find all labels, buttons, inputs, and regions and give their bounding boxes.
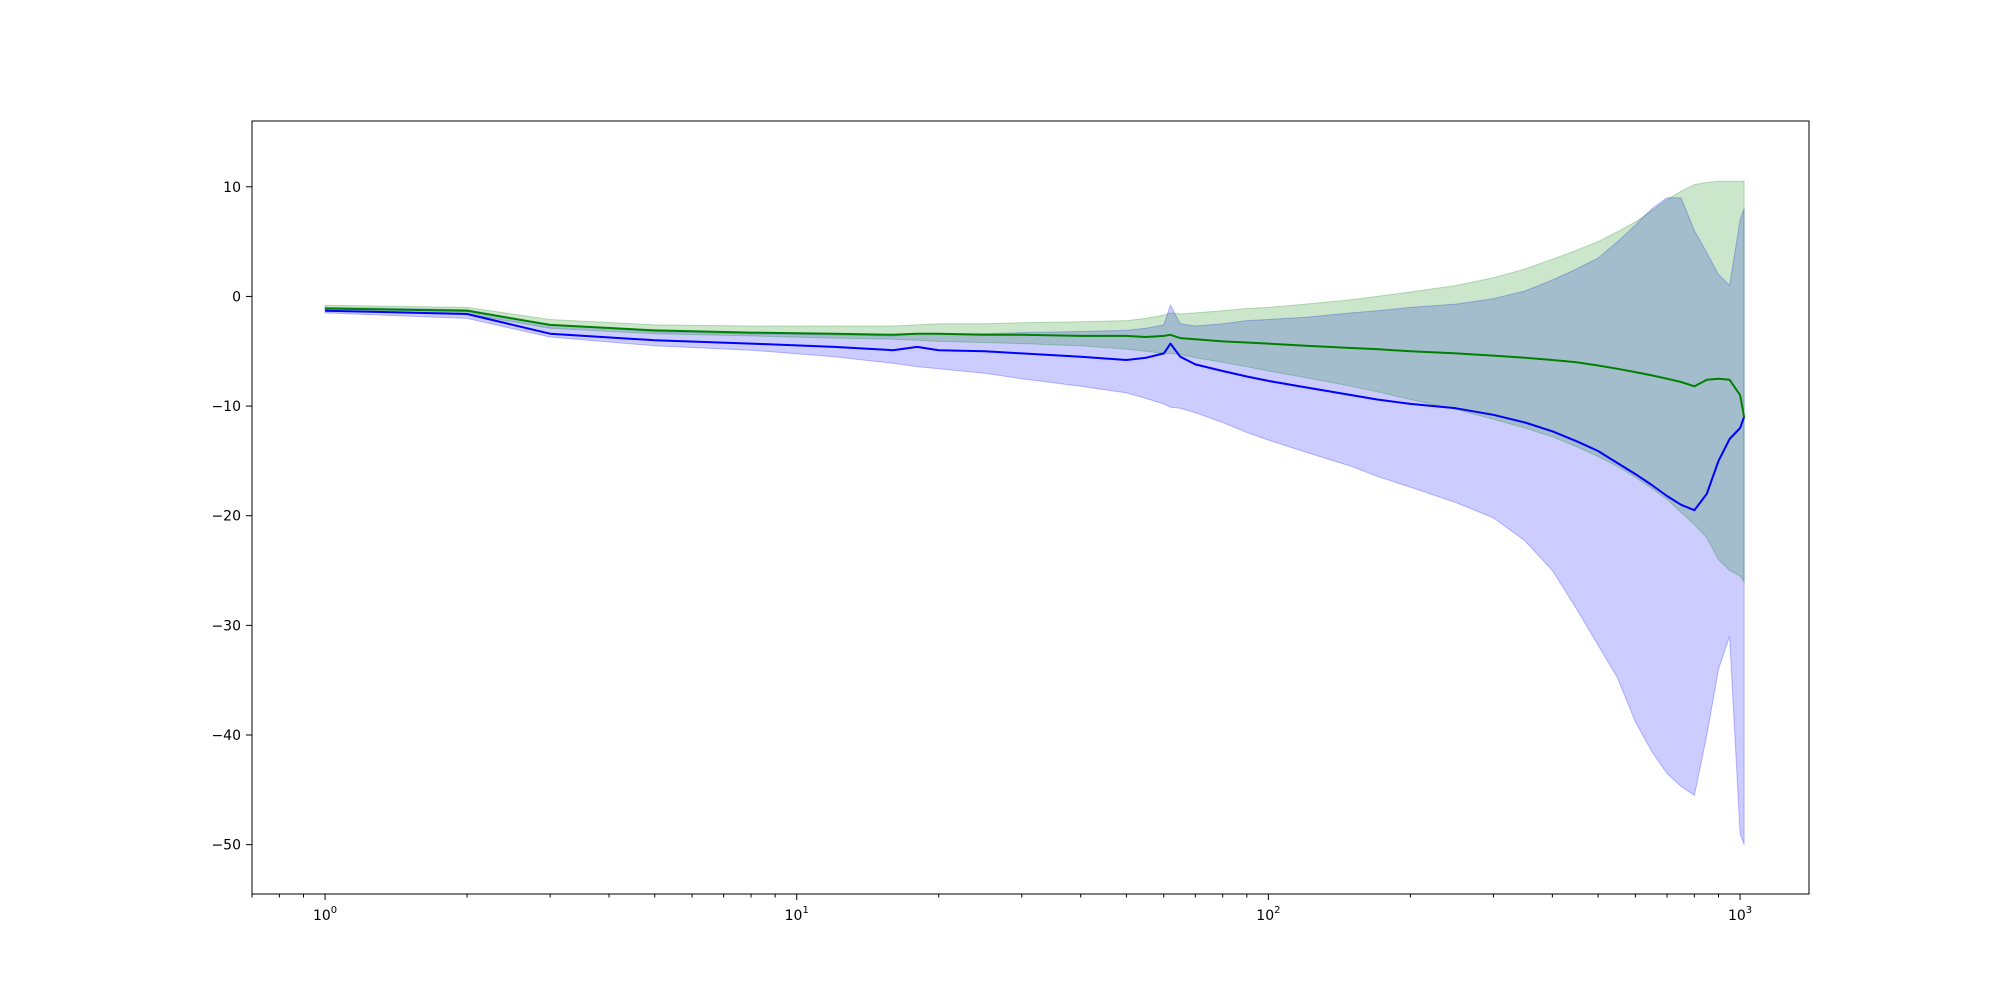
y-tick-label: −50	[211, 838, 241, 854]
band-series-1	[324, 197, 1745, 845]
line-series-2	[325, 307, 1746, 418]
x-tick-label: 102	[1256, 905, 1280, 924]
y-tick-label: −10	[211, 399, 241, 415]
y-axis: 10 0 −10 −20 −30 −40 −50	[211, 180, 252, 854]
y-tick-label: 10	[223, 180, 241, 196]
series-lines	[325, 307, 1746, 512]
x-tick-label: 100	[313, 905, 337, 924]
y-tick-label: −20	[211, 509, 241, 525]
x-tick-label: 103	[1728, 905, 1752, 924]
y-tick-label: 0	[232, 289, 241, 305]
x-axis: 100 101 102 103	[251, 894, 1752, 924]
confidence-bands	[324, 180, 1745, 845]
y-tick-label: −40	[211, 728, 241, 744]
line-series-1	[325, 309, 1746, 512]
band-series-2	[324, 180, 1745, 584]
plot-frame	[251, 120, 1810, 895]
x-tick-label: 101	[785, 905, 809, 924]
y-tick-label: −30	[211, 618, 241, 634]
